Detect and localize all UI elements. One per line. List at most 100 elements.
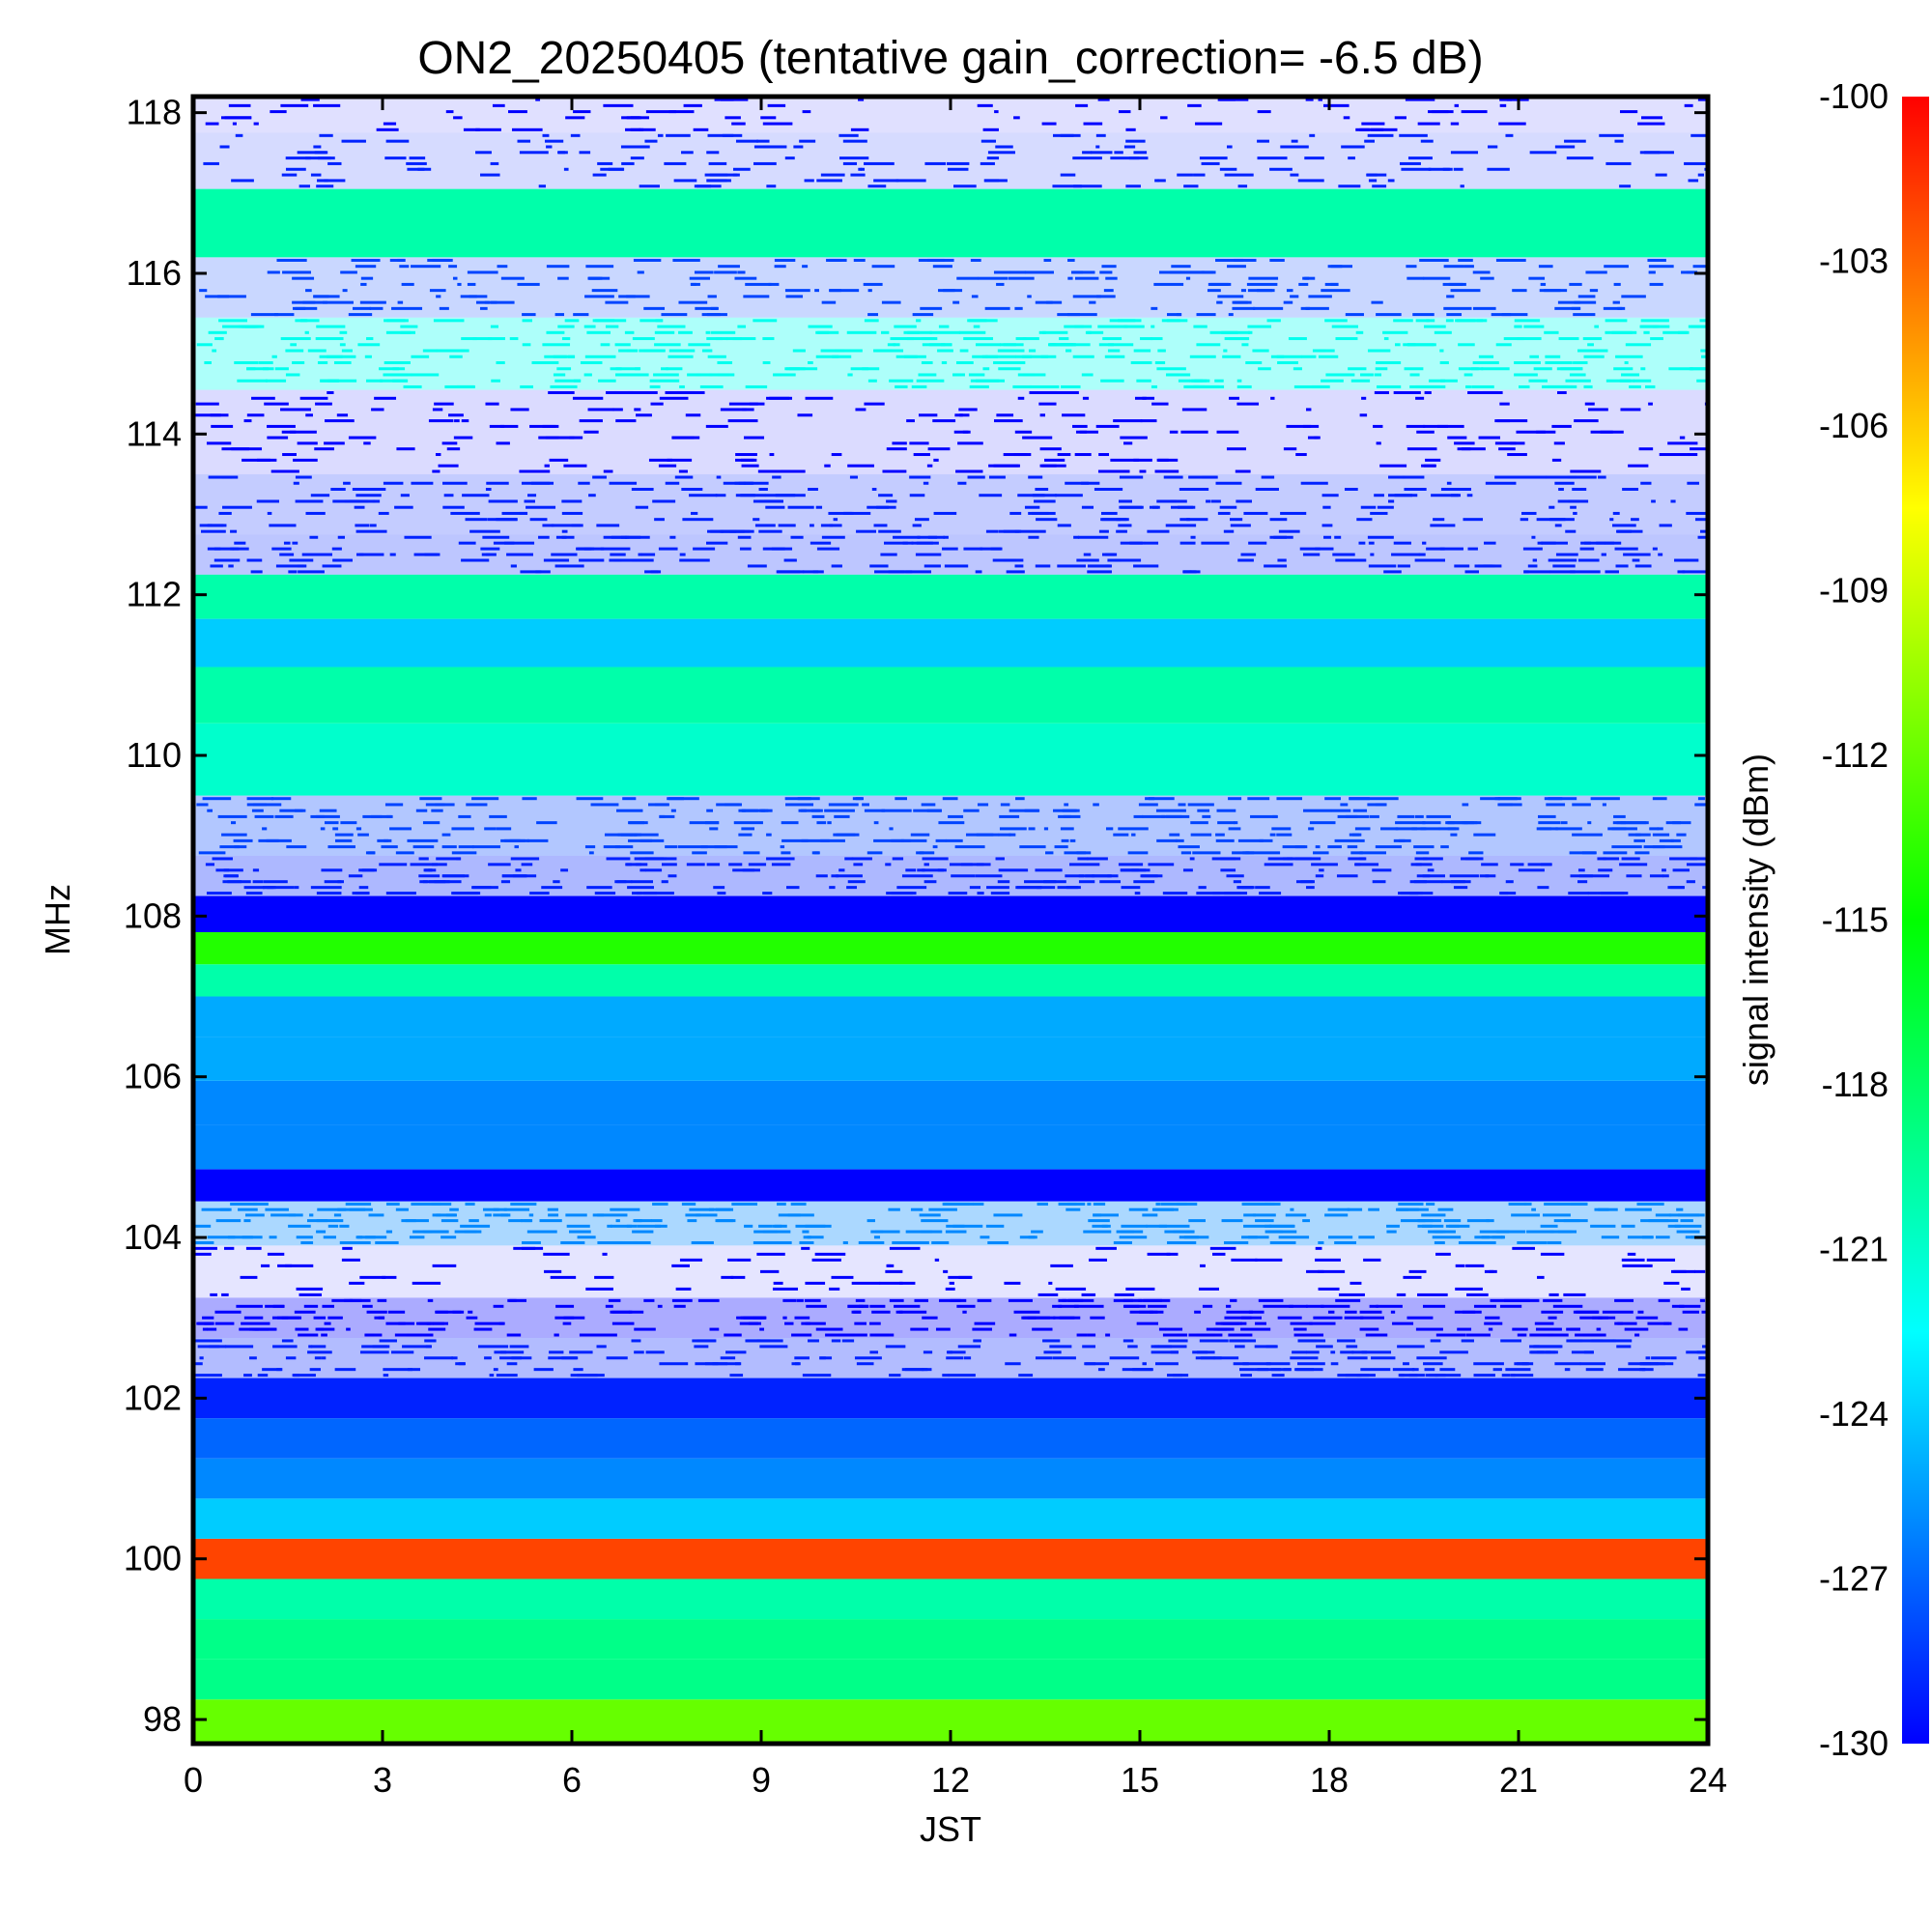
heatmap-speckle-mark [1226,145,1233,149]
heatmap-speckle-mark [807,361,813,365]
heatmap-speckle-mark [208,330,227,334]
heatmap-speckle-mark [1133,349,1151,353]
heatmap-speckle-mark [1443,265,1464,269]
heatmap-speckle-mark [1521,511,1537,515]
heatmap-speckle-mark [241,1321,270,1325]
heatmap-speckle-mark [1446,313,1463,317]
heatmap-speckle-mark [1554,306,1580,310]
heatmap-speckle-mark [744,1224,753,1228]
heatmap-speckle-mark [1210,499,1221,503]
heatmap-speckle-mark [1290,173,1299,177]
heatmap-speckle-mark [1035,564,1051,568]
heatmap-speckle-mark [1247,797,1270,801]
heatmap-speckle-mark [317,361,328,365]
heatmap-speckle-mark [1057,524,1071,527]
heatmap-speckle-mark [1612,821,1627,825]
heatmap-speckle-mark [1099,880,1122,884]
heatmap-speckle-mark [1065,1208,1081,1211]
heatmap-speckle-mark [742,868,755,872]
heatmap-speckle-mark [1527,564,1538,568]
colorbar-tick-label: -118 [1822,1065,1889,1104]
heatmap-speckle-mark [661,367,668,371]
heatmap-speckle-mark [747,564,767,568]
heatmap-speckle-mark [1601,553,1606,556]
heatmap-speckle-mark [661,313,688,317]
y-tick-label: 116 [127,253,182,293]
heatmap-speckle-mark [1140,419,1157,423]
heatmap-speckle-mark [632,337,655,341]
heatmap-speckle-mark [1369,797,1399,801]
heatmap-speckle-mark [1009,511,1022,515]
heatmap-speckle-mark [1089,564,1112,568]
heatmap-speckle-mark [1316,1345,1333,1349]
heatmap-speckle-mark [1539,827,1552,831]
heatmap-speckle-mark [1271,1374,1285,1378]
heatmap-speckle-mark [738,809,746,812]
heatmap-speckle-mark [1462,1310,1476,1314]
heatmap-speckle-mark [1236,402,1260,406]
heatmap-speckle-mark [1449,874,1479,878]
heatmap-speckle-mark [1229,1339,1246,1343]
heatmap-speckle-mark [998,868,1029,872]
heatmap-speckle-mark [1310,1333,1324,1337]
heatmap-speckle-mark [1280,145,1309,149]
heatmap-speckle-mark [1178,803,1186,807]
heatmap-speckle-mark [777,1202,786,1206]
heatmap-speckle-mark [316,1219,344,1223]
heatmap-speckle-mark [1269,833,1276,837]
heatmap-speckle-mark [851,857,872,861]
heatmap-speckle-mark [766,185,777,188]
heatmap-speckle-mark [1648,265,1674,269]
heatmap-speckle-mark [1098,487,1123,491]
heatmap-speckle-mark [1438,827,1457,831]
heatmap-speckle-mark [621,161,635,165]
heatmap-speckle-mark [781,821,799,825]
heatmap-speckle-mark [395,851,414,855]
heatmap-speckle [193,98,1708,1378]
heatmap-speckle-mark [1517,337,1542,341]
heatmap-speckle-mark [1170,1350,1179,1354]
heatmap-speckle-mark [1331,325,1359,328]
heatmap-speckle-mark [1237,838,1264,842]
heatmap-speckle-mark [816,179,842,183]
heatmap-speckle-mark [632,558,654,562]
heatmap-speckle-mark [267,1252,285,1256]
heatmap-speckle-mark [490,161,499,165]
heatmap-speckle-mark [1215,481,1242,485]
heatmap-speckle-mark [739,1321,758,1325]
heatmap-speckle-mark [1110,458,1140,462]
heatmap-speckle-mark [1097,469,1129,473]
heatmap-speckle-mark [1652,833,1670,837]
heatmap-speckle-mark [842,139,867,143]
heatmap-speckle-mark [1164,1230,1190,1234]
heatmap-speckle-mark [245,1246,262,1250]
heatmap-speckle-mark [269,1236,277,1239]
heatmap-speckle-mark [1271,827,1292,831]
heatmap-speckle-mark [1091,151,1113,155]
heatmap-speckle-mark [894,325,917,328]
heatmap-speckle-mark [453,436,473,440]
heatmap-speckle-mark [1478,564,1495,568]
heatmap-speckle-mark [262,1368,283,1372]
heatmap-speckle-mark [380,379,409,383]
heatmap-speckle-mark [1647,258,1666,262]
heatmap-speckle-mark [1189,355,1216,358]
heatmap-speckle-mark [831,1275,854,1279]
heatmap-speckle-mark [753,1316,766,1320]
heatmap-speckle-mark [488,863,511,867]
heatmap-speckle-mark [887,1264,895,1267]
heatmap-speckle-mark [1455,1287,1483,1291]
heatmap-speckle-mark [977,1298,992,1302]
heatmap-speckle-mark [1083,553,1092,556]
heatmap-speckle-mark [1133,564,1159,568]
heatmap-speckle-mark [410,373,440,377]
heatmap-speckle-mark [1072,424,1088,428]
heatmap-speckle-mark [1583,355,1605,358]
heatmap-speckle-mark [475,300,490,304]
heatmap-speckle-mark [1394,494,1413,497]
heatmap-speckle-mark [339,1240,370,1244]
heatmap-speckle-mark [285,1356,297,1360]
heatmap-speckle-mark [894,1304,921,1308]
heatmap-speckle-mark [1330,1350,1336,1354]
heatmap-speckle-mark [434,402,454,406]
